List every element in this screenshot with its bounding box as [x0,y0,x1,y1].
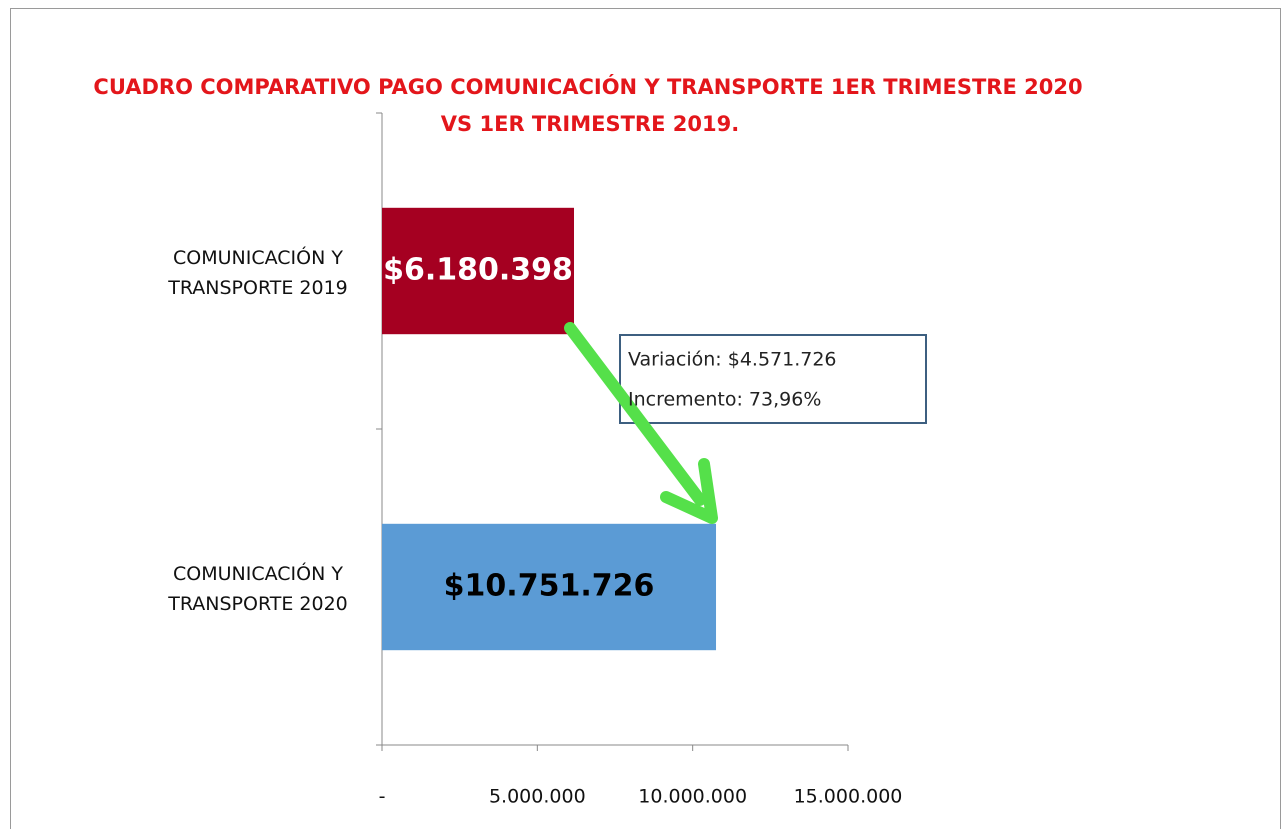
arrow-head [660,458,718,524]
arrow [564,322,718,524]
bar [382,207,575,335]
bar [382,523,717,651]
data-label: $10.751.726 [444,569,655,604]
x-tick-label: 15.000.000 [794,786,903,808]
x-tick-label: 10.000.000 [638,786,747,808]
x-tick-label: - [379,786,386,808]
arrow-shaft [564,322,706,506]
data-label: $6.180.398 [383,253,573,288]
y-tick-label: COMUNICACIÓN Y TRANSPORTE 2020 [167,561,348,615]
annotation-text: Incremento: 73,96% [628,389,821,411]
x-tick-label: 5.000.000 [489,786,586,808]
annotation-box [619,334,927,424]
chart-title: VS 1ER TRIMESTRE 2019. [441,112,739,136]
y-tick-label: COMUNICACIÓN Y TRANSPORTE 2019 [167,245,348,299]
annotation-text: Variación: $4.571.726 [628,349,837,371]
chart-title: CUADRO COMPARATIVO PAGO COMUNICACIÓN Y T… [93,74,1082,99]
marks: - 5.000.000 10.000.000 15.000.000 $6.180.398… [167,207,903,808]
